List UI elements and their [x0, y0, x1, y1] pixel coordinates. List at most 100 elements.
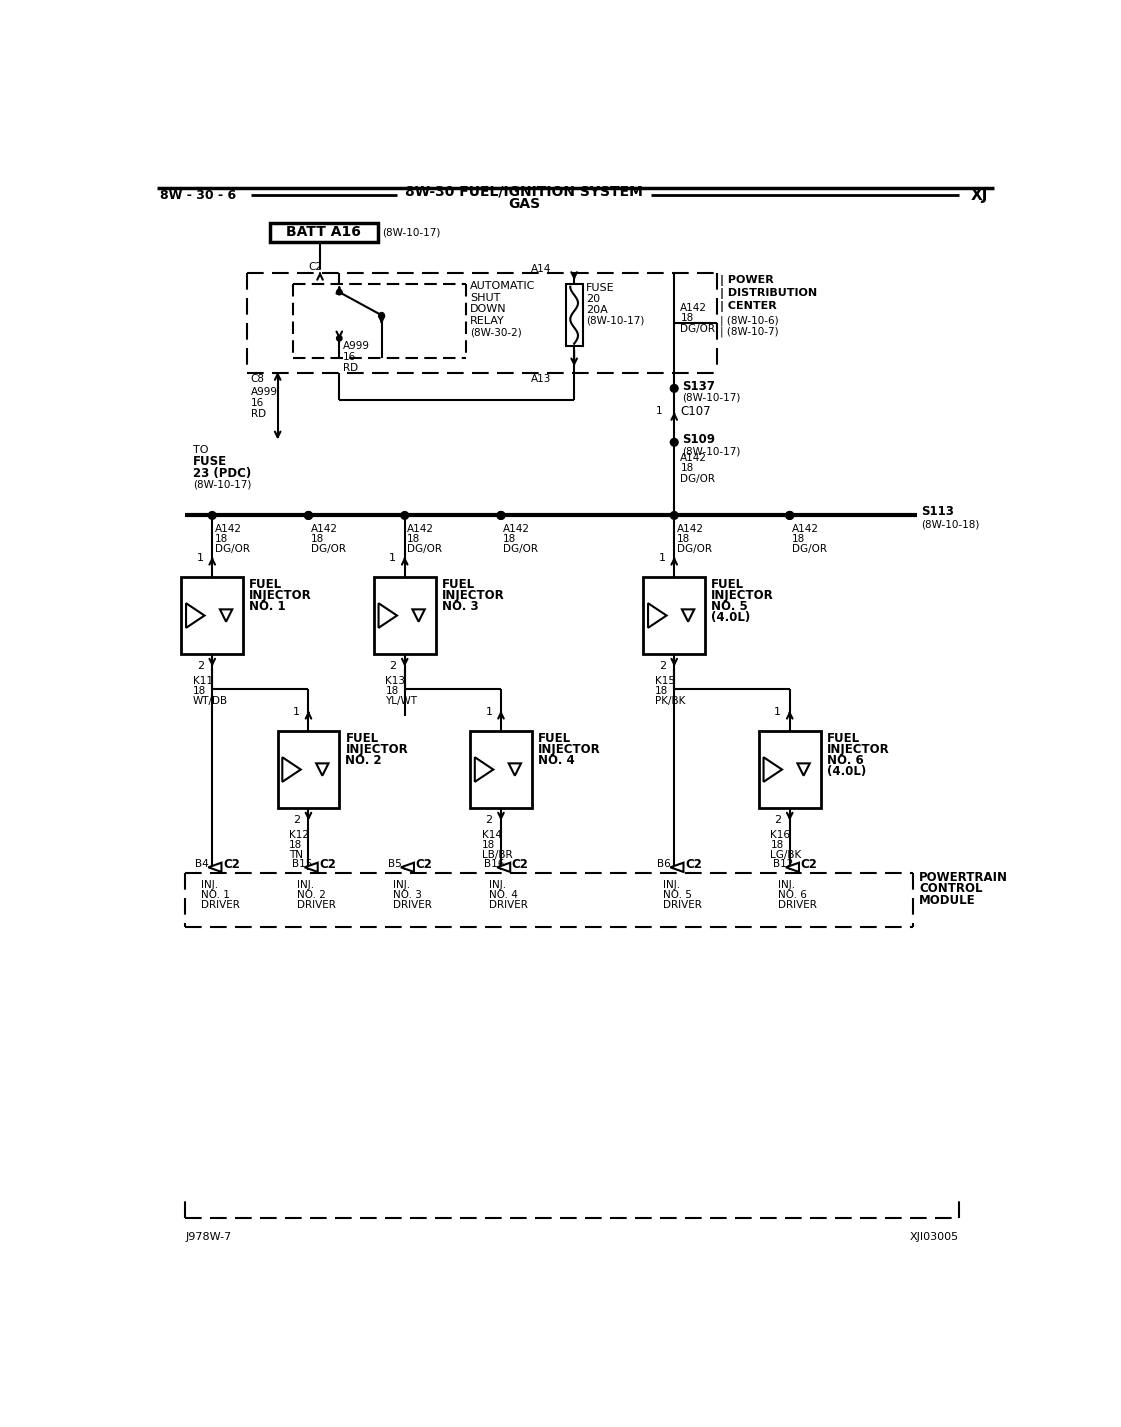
Text: CONTROL: CONTROL — [919, 882, 983, 895]
Text: A14: A14 — [530, 264, 552, 274]
Text: DRIVER: DRIVER — [201, 900, 240, 910]
Bar — [182, 577, 243, 654]
Text: XJ: XJ — [971, 187, 989, 203]
Text: DG/OR: DG/OR — [680, 324, 715, 334]
Text: NO. 3: NO. 3 — [442, 599, 479, 612]
Text: GAS: GAS — [508, 197, 540, 211]
Text: LB/BR: LB/BR — [482, 850, 512, 860]
Text: NO. 3: NO. 3 — [393, 890, 421, 900]
Circle shape — [305, 512, 313, 519]
Text: S109: S109 — [682, 434, 715, 447]
Text: S113: S113 — [920, 505, 954, 518]
Text: DG/OR: DG/OR — [793, 544, 827, 554]
Text: LG/BK: LG/BK — [770, 850, 802, 860]
Text: NO. 1: NO. 1 — [201, 890, 230, 900]
Text: DRIVER: DRIVER — [778, 900, 817, 910]
Text: 18: 18 — [407, 534, 420, 544]
Text: C2: C2 — [223, 858, 240, 870]
Text: 1: 1 — [197, 552, 204, 562]
Text: 20: 20 — [585, 294, 600, 304]
Polygon shape — [475, 758, 493, 782]
Circle shape — [336, 290, 342, 295]
Text: NO. 2: NO. 2 — [297, 890, 326, 900]
Text: XJI03005: XJI03005 — [910, 1232, 960, 1241]
Text: INJ.: INJ. — [663, 880, 679, 890]
Text: DOWN: DOWN — [470, 304, 507, 314]
Circle shape — [379, 313, 385, 318]
Text: MODULE: MODULE — [919, 893, 975, 908]
Text: FUEL: FUEL — [826, 732, 860, 745]
Text: B15: B15 — [291, 859, 312, 869]
Text: 18: 18 — [386, 686, 399, 696]
Text: A142: A142 — [680, 303, 707, 313]
Circle shape — [670, 512, 678, 519]
Text: INJECTOR: INJECTOR — [249, 589, 312, 602]
Text: TN: TN — [289, 850, 303, 860]
Text: RD: RD — [251, 408, 266, 418]
Text: 2: 2 — [485, 815, 493, 825]
Text: K15: K15 — [655, 676, 675, 686]
Text: 1: 1 — [293, 706, 300, 716]
Text: FUEL: FUEL — [711, 578, 744, 591]
Text: (8W-10-17): (8W-10-17) — [381, 227, 441, 237]
Text: (8W-10-17): (8W-10-17) — [585, 315, 645, 325]
Text: 2: 2 — [659, 661, 666, 671]
Circle shape — [401, 512, 408, 519]
Text: A999: A999 — [343, 341, 370, 351]
Text: C2: C2 — [685, 858, 702, 870]
Text: 23 (PDC): 23 (PDC) — [193, 467, 251, 479]
Polygon shape — [401, 863, 414, 872]
Bar — [566, 284, 583, 345]
Text: 8W-30 FUEL/IGNITION SYSTEM: 8W-30 FUEL/IGNITION SYSTEM — [405, 184, 643, 198]
Polygon shape — [282, 758, 300, 782]
Text: SHUT: SHUT — [470, 293, 501, 303]
Text: NO. 5: NO. 5 — [663, 890, 692, 900]
Text: (8W-10-17): (8W-10-17) — [682, 392, 740, 402]
Polygon shape — [763, 758, 782, 782]
Text: YL/WT: YL/WT — [386, 696, 417, 706]
Text: DG/OR: DG/OR — [503, 544, 538, 554]
Text: | (8W-10-7): | (8W-10-7) — [721, 327, 779, 337]
Text: INJ.: INJ. — [490, 880, 507, 890]
Text: 18: 18 — [503, 534, 517, 544]
Text: (8W-30-2): (8W-30-2) — [470, 327, 522, 337]
Text: TO: TO — [193, 445, 209, 455]
Text: BATT A16: BATT A16 — [287, 225, 361, 240]
Bar — [278, 731, 340, 808]
Text: INJECTOR: INJECTOR — [826, 743, 889, 756]
Text: 1: 1 — [389, 552, 397, 562]
Text: 18: 18 — [193, 686, 206, 696]
Bar — [374, 577, 436, 654]
Polygon shape — [797, 763, 809, 776]
Text: DG/OR: DG/OR — [407, 544, 442, 554]
Text: DRIVER: DRIVER — [663, 900, 702, 910]
Text: 18: 18 — [680, 314, 694, 324]
Text: | (8W-10-6): | (8W-10-6) — [721, 315, 779, 325]
Bar — [270, 223, 378, 243]
Text: (8W-10-18): (8W-10-18) — [920, 519, 979, 529]
Circle shape — [670, 384, 678, 392]
Text: | DISTRIBUTION: | DISTRIBUTION — [721, 288, 817, 300]
Text: FUSE: FUSE — [193, 455, 228, 468]
Circle shape — [670, 438, 678, 447]
Text: DRIVER: DRIVER — [490, 900, 528, 910]
Text: RD: RD — [343, 362, 359, 372]
Polygon shape — [682, 609, 694, 622]
Text: A142: A142 — [503, 524, 530, 534]
Text: | CENTER: | CENTER — [721, 301, 777, 313]
Text: 18: 18 — [289, 841, 303, 850]
Bar — [470, 731, 531, 808]
Text: NO. 6: NO. 6 — [778, 890, 807, 900]
Text: A142: A142 — [407, 524, 434, 534]
Text: 18: 18 — [214, 534, 228, 544]
Text: 18: 18 — [677, 534, 689, 544]
Text: S137: S137 — [682, 380, 715, 392]
Polygon shape — [509, 763, 521, 776]
Text: 18: 18 — [311, 534, 324, 544]
Text: 18: 18 — [655, 686, 668, 696]
Text: C8: C8 — [251, 374, 265, 384]
Text: (4.0L): (4.0L) — [711, 611, 750, 624]
Polygon shape — [648, 604, 667, 628]
Text: A999: A999 — [251, 387, 278, 397]
Text: PK/BK: PK/BK — [655, 696, 685, 706]
